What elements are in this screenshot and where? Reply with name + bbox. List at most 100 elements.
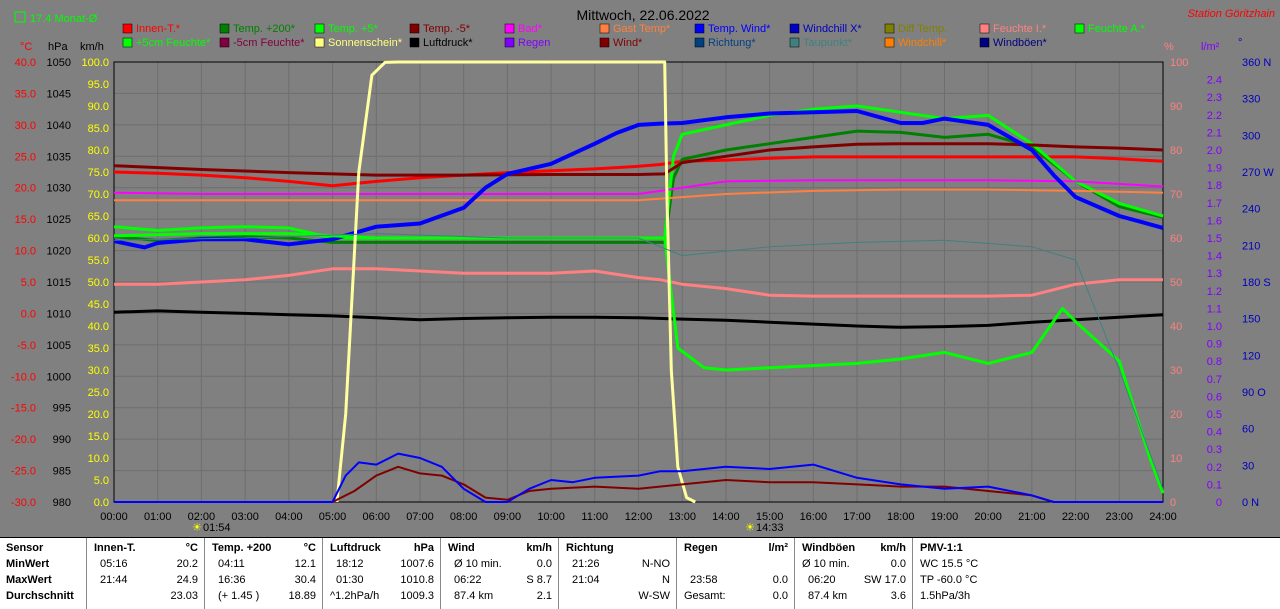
rain_lm2-tick-label: 1.0 <box>1207 321 1222 333</box>
rain_lm2-tick-label: 0.5 <box>1207 409 1222 421</box>
rain_lm2-tick-label: 0.8 <box>1207 356 1222 368</box>
x-tick-label: 20:00 <box>974 511 1002 523</box>
wind_kmh-tick-label: 50.0 <box>88 277 109 289</box>
pressure_hpa-tick-label: 1045 <box>47 88 71 100</box>
wind_kmh-tick-label: 85.0 <box>88 123 109 135</box>
pressure_hpa-tick-label: 1050 <box>47 57 71 69</box>
station-name: Station Göritzhain <box>1188 8 1275 20</box>
druck-avg-note: ^1.2hPa/h <box>330 590 380 602</box>
legend: Innen-T.* Temp. +200* Temp. +5* Temp. -5* Ba… <box>122 23 1146 49</box>
humidity_pct-tick-label: 10 <box>1170 453 1182 465</box>
series-line <box>114 465 1163 503</box>
x-tick-label: 14:00 <box>712 511 740 523</box>
legend-swatch <box>219 23 230 34</box>
temp_c-tick-label: 30.0 <box>15 120 36 132</box>
legend-swatch <box>789 23 800 34</box>
temp_c-tick-label: -10.0 <box>11 371 36 383</box>
rain_lm2-tick-label: 0.1 <box>1207 479 1222 491</box>
regen-avg-note: Gesamt: <box>684 590 726 602</box>
wind_kmh-tick-label: 35.0 <box>88 343 109 355</box>
pressure_hpa-tick-label: 980 <box>53 497 71 509</box>
regen-max-time: 23:58 <box>690 574 718 586</box>
x-tick-label: 19:00 <box>931 511 959 523</box>
legend-swatch <box>789 37 800 48</box>
unit-temp: °C <box>20 41 32 53</box>
direction_deg-tick-label: 180 S <box>1242 277 1271 289</box>
axes-layer: 00:00 01:00 02:00 03:00 04:00 05:00 06:00 07:00… <box>11 57 1274 523</box>
direction_deg-tick-label: 30 <box>1242 460 1254 472</box>
legend-swatch <box>314 23 325 34</box>
wind-avg: 2.1 <box>536 590 552 602</box>
humidity_pct-tick-label: 70 <box>1170 189 1182 201</box>
x-tick-label: 11:00 <box>581 511 608 523</box>
temp_c-tick-label: -5.0 <box>17 340 36 352</box>
legend-label: Windchill X* <box>803 23 862 35</box>
temp_c-tick-label: -25.0 <box>11 466 36 478</box>
rain_lm2-tick-label: 1.4 <box>1207 251 1222 263</box>
legend-swatch <box>122 23 133 34</box>
legend-label: Temp. -5* <box>423 23 471 35</box>
series-line <box>114 267 1163 298</box>
richtung-min-time: 21:26 <box>572 558 600 570</box>
innen-max: 24.9 <box>176 574 198 586</box>
humidity_pct-tick-label: 40 <box>1170 321 1182 333</box>
x-tick-label: 15:00 <box>756 511 784 523</box>
wind_kmh-tick-label: 5.0 <box>94 475 109 487</box>
temp_c-tick-label: 5.0 <box>21 277 36 289</box>
rain_lm2-tick-label: 0 <box>1216 497 1222 509</box>
rain_lm2-tick-label: 1.7 <box>1207 198 1222 210</box>
legend-label: Taupunkt* <box>803 37 853 49</box>
temp200-title: Temp. +200 <box>212 542 272 554</box>
avg-temp-box <box>14 11 26 23</box>
stats-innen: Innen-T. °C 05:16 20.2 21:44 24.9 23.03 <box>86 538 205 609</box>
wind_kmh-tick-label: 20.0 <box>88 409 109 421</box>
x-tick-label: 10:00 <box>537 511 565 523</box>
legend-label: Temp. +5* <box>328 23 379 35</box>
stats-druck: Luftdruck hPa 18:12 1007.6 01:30 1010.8 ^1.… <box>322 538 441 609</box>
x-tick-label: 03:00 <box>231 511 259 523</box>
richtung-avg: W-SW <box>638 590 670 602</box>
richtung-max-time: 21:04 <box>572 574 600 586</box>
legend-swatch <box>314 37 325 48</box>
sunset-time: 14:33 <box>756 522 784 534</box>
druck-min-time: 18:12 <box>336 558 364 570</box>
boeen-min-time: Ø 10 min. <box>802 558 850 570</box>
legend-label: Windböen* <box>993 37 1048 49</box>
temp200-avg-note: (+ 1.45 ) <box>218 590 260 602</box>
wind-avg-note: 87.4 km <box>454 590 494 602</box>
legend-label: Wind* <box>613 37 643 49</box>
druck-max-time: 01:30 <box>336 574 364 586</box>
richtung-min: N-NO <box>641 558 670 570</box>
direction_deg-tick-label: 90 O <box>1242 387 1266 399</box>
temp200-min-time: 04:11 <box>218 558 245 570</box>
boeen-avg-note: 87.4 km <box>808 590 848 602</box>
stats-sensor: Sensor MinWert MaxWert Durchschnitt <box>0 538 87 609</box>
pressure_hpa-tick-label: 1025 <box>47 214 71 226</box>
direction_deg-tick-label: 210 <box>1242 240 1260 252</box>
series-line <box>113 232 1165 494</box>
legend-label: Feuchte I.* <box>993 23 1047 35</box>
unit-rain: l/m² <box>1201 41 1220 53</box>
unit-wind: km/h <box>80 41 104 53</box>
wind_kmh-tick-label: 70.0 <box>88 189 109 201</box>
series-line <box>335 60 696 504</box>
rain_lm2-tick-label: 0.9 <box>1207 339 1222 351</box>
stats-wind: Wind km/h Ø 10 min. 0.0 06:22 S 8.7 87.4 km… <box>440 538 559 609</box>
pressure_hpa-tick-label: 1020 <box>47 246 71 258</box>
legend-label: -5cm Feuchte* <box>233 37 305 49</box>
sunrise-time: 01:54 <box>203 522 231 534</box>
rain_lm2-tick-label: 0.6 <box>1207 391 1222 403</box>
temp_c-tick-label: -30.0 <box>11 497 36 509</box>
direction_deg-tick-label: 270 W <box>1242 167 1274 179</box>
stats-richtung: Richtung 21:26 N-NO 21:04 N W-SW <box>558 538 677 609</box>
legend-swatch <box>694 23 705 34</box>
legend-label: Richtung* <box>708 37 756 49</box>
direction_deg-tick-label: 360 N <box>1242 57 1271 69</box>
series-line <box>113 155 1164 188</box>
stats-temp200: Temp. +200 °C 04:11 12.1 16:36 30.4 (+ 1.45… <box>204 538 323 609</box>
legend-swatch <box>884 23 895 34</box>
rain_lm2-tick-label: 1.6 <box>1207 215 1222 227</box>
innen-min: 20.2 <box>176 558 198 570</box>
innen-min-time: 05:16 <box>100 558 128 570</box>
legend-label: Innen-T.* <box>136 23 181 35</box>
